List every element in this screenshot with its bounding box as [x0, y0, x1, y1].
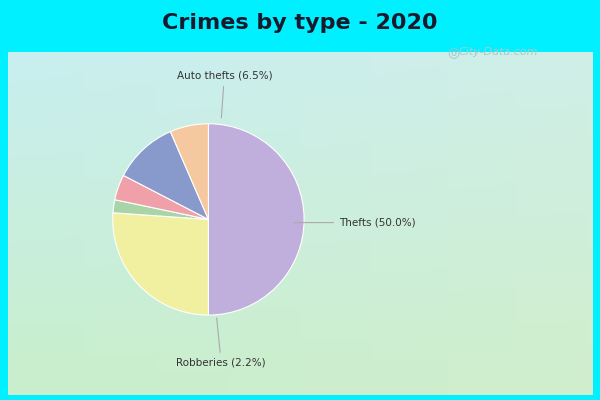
- Text: Crimes by type - 2020: Crimes by type - 2020: [162, 13, 438, 33]
- Text: Burglaries (26.1%): Burglaries (26.1%): [0, 399, 1, 400]
- Wedge shape: [115, 176, 208, 219]
- Text: Rapes (4.3%): Rapes (4.3%): [0, 399, 1, 400]
- Text: Auto thefts (6.5%): Auto thefts (6.5%): [176, 71, 272, 118]
- Text: ◎: ◎: [447, 45, 459, 59]
- Wedge shape: [113, 213, 208, 315]
- Text: Robberies (2.2%): Robberies (2.2%): [176, 318, 266, 368]
- Wedge shape: [170, 124, 208, 219]
- Text: City-Data.com: City-Data.com: [458, 47, 538, 57]
- Wedge shape: [113, 200, 208, 219]
- Wedge shape: [208, 124, 304, 315]
- Text: Thefts (50.0%): Thefts (50.0%): [294, 218, 416, 228]
- Wedge shape: [124, 132, 208, 219]
- Text: Assaults (10.9%): Assaults (10.9%): [0, 399, 1, 400]
